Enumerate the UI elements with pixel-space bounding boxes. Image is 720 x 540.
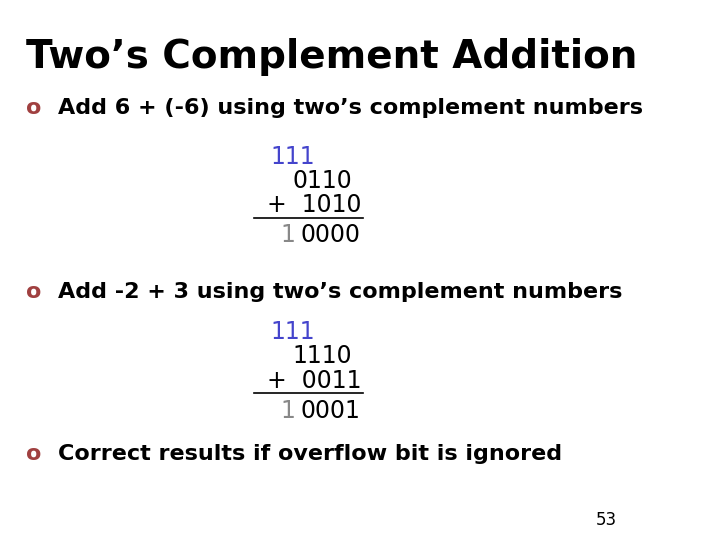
Text: 53: 53 bbox=[596, 511, 617, 529]
Text: Add -2 + 3 using two’s complement numbers: Add -2 + 3 using two’s complement number… bbox=[58, 281, 622, 302]
Text: Two’s Complement Addition: Two’s Complement Addition bbox=[26, 38, 637, 76]
Text: 0000: 0000 bbox=[301, 223, 361, 247]
Text: +  0011: + 0011 bbox=[266, 369, 361, 393]
Text: Add 6 + (-6) using two’s complement numbers: Add 6 + (-6) using two’s complement numb… bbox=[58, 98, 643, 118]
Text: Correct results if overflow bit is ignored: Correct results if overflow bit is ignor… bbox=[58, 443, 562, 464]
Text: 1: 1 bbox=[281, 400, 296, 423]
Text: 1: 1 bbox=[281, 223, 296, 247]
Text: 0001: 0001 bbox=[301, 400, 361, 423]
Text: 111: 111 bbox=[270, 145, 315, 168]
Text: 111: 111 bbox=[270, 320, 315, 344]
Text: 1110: 1110 bbox=[292, 345, 352, 368]
Text: o: o bbox=[26, 281, 41, 302]
Text: 0110: 0110 bbox=[292, 169, 352, 193]
Text: o: o bbox=[26, 98, 41, 118]
Text: +  1010: + 1010 bbox=[266, 193, 361, 217]
Text: o: o bbox=[26, 443, 41, 464]
